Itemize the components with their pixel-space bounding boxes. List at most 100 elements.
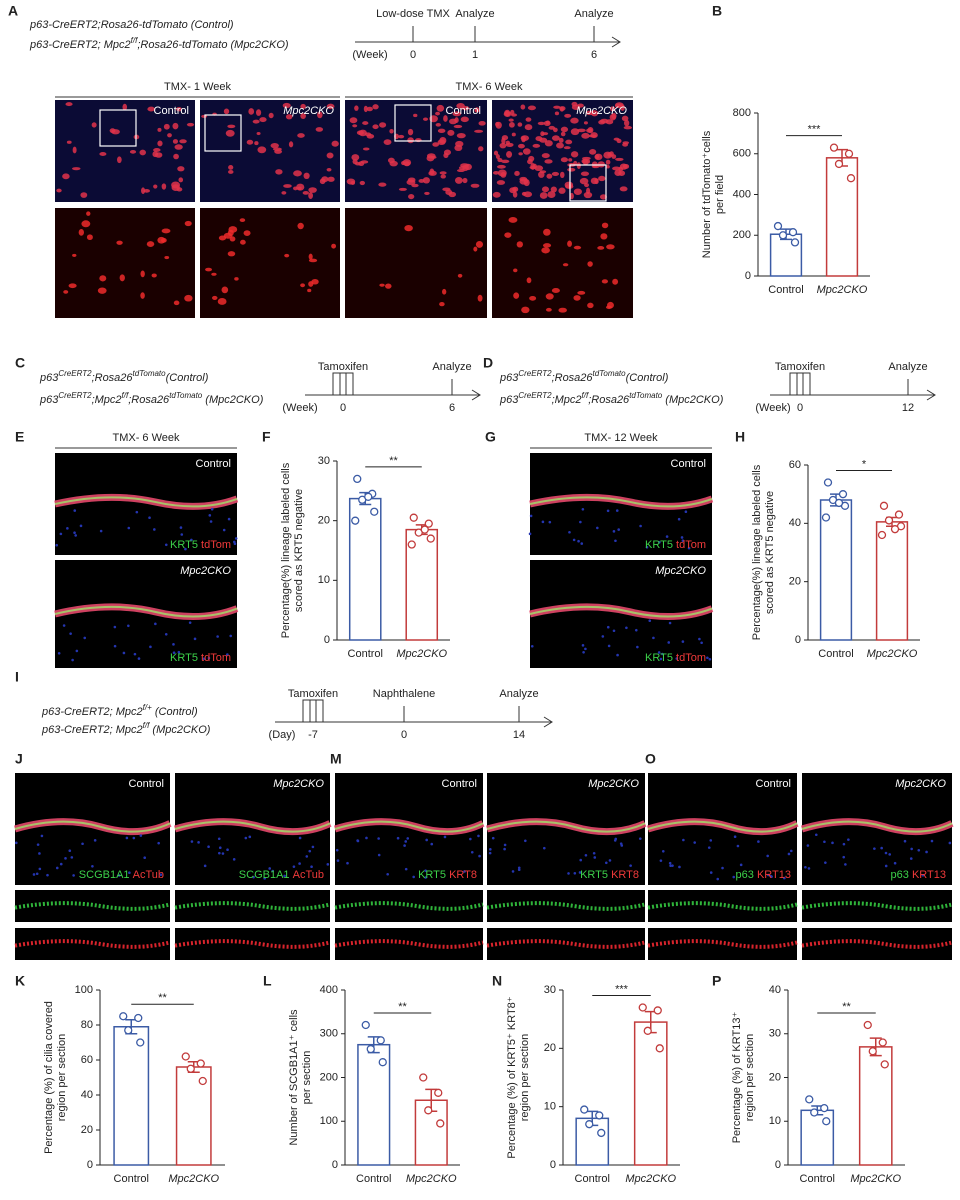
cell <box>599 118 609 124</box>
stain-name: tdTom <box>676 652 706 664</box>
nucleus <box>403 844 406 847</box>
x-tick-label: Mpc2CKO <box>168 1173 219 1185</box>
cell <box>594 178 599 185</box>
cell <box>176 106 182 112</box>
nucleus <box>823 840 826 844</box>
cell <box>457 273 463 278</box>
cell <box>218 235 227 241</box>
cell <box>161 183 167 190</box>
nucleus <box>605 861 608 865</box>
data-point <box>420 525 429 534</box>
cell <box>293 170 302 177</box>
nucleus <box>884 864 888 868</box>
significance: * <box>862 458 867 470</box>
image-label: Mpc2CKO <box>895 778 946 790</box>
y-axis-label: scored as KRT5 negative <box>764 491 776 614</box>
data-point <box>378 1058 387 1067</box>
panel-label: N <box>492 973 502 989</box>
stain-name: SCGB1A1 <box>79 869 130 881</box>
cell <box>623 119 630 127</box>
cell <box>147 106 155 112</box>
cell <box>474 109 480 113</box>
data-point <box>136 1038 145 1047</box>
cell <box>283 184 292 188</box>
nucleus <box>55 543 58 547</box>
nucleus <box>814 833 818 837</box>
cell <box>436 104 445 112</box>
cell <box>528 155 535 162</box>
nucleus <box>659 657 663 661</box>
tamoxifen-box <box>332 372 354 396</box>
cell <box>511 132 516 137</box>
cell <box>589 148 597 155</box>
nucleus <box>669 864 672 868</box>
nucleus <box>645 545 649 549</box>
nucleus <box>207 656 211 660</box>
cell <box>146 241 155 247</box>
data-point <box>790 238 800 247</box>
nucleus <box>612 629 616 633</box>
nucleus <box>721 866 724 870</box>
cell <box>161 228 171 234</box>
nucleus <box>634 628 638 632</box>
nucleus <box>244 836 248 840</box>
cell <box>513 292 520 299</box>
nucleus <box>234 537 238 540</box>
cell <box>443 115 448 122</box>
cell <box>565 139 573 145</box>
nucleus <box>202 657 206 661</box>
nucleus <box>930 839 934 843</box>
image-label: Mpc2CKO <box>273 778 324 790</box>
cell <box>586 187 591 195</box>
cell <box>478 146 484 152</box>
nucleus <box>177 650 181 654</box>
y-tick-label: 20 <box>318 515 330 527</box>
data-point <box>829 143 839 152</box>
significance: ** <box>389 455 398 467</box>
cell <box>609 151 614 157</box>
stain-name: KRT8 <box>449 869 477 881</box>
nucleus <box>579 520 582 524</box>
nucleus <box>625 626 628 630</box>
strip-signal <box>647 901 798 911</box>
nucleus <box>139 834 143 837</box>
cell <box>456 102 465 109</box>
x-tick-label: Control <box>114 1173 149 1185</box>
y-axis-label: Percentage (%) of KRT13⁺ <box>731 1012 743 1144</box>
nucleus <box>424 876 427 879</box>
data-point <box>810 1108 819 1117</box>
cell <box>62 173 70 180</box>
nucleus <box>46 873 49 877</box>
y-tick-label: 0 <box>795 634 801 646</box>
data-point <box>426 534 435 543</box>
zoom-box <box>394 104 432 142</box>
tamoxifen-box <box>302 699 324 723</box>
genotype: p63CreERT2;Mpc2f/f;Rosa26tdTomato (Mpc2C… <box>39 391 264 406</box>
nucleus <box>619 842 623 845</box>
cell <box>522 148 531 155</box>
data-point <box>838 490 848 499</box>
cell <box>605 159 611 165</box>
nucleus <box>218 851 221 855</box>
cell <box>447 129 455 136</box>
data-point <box>366 1044 375 1054</box>
cell <box>526 277 532 284</box>
nucleus <box>443 835 447 839</box>
significance: ** <box>842 1001 851 1013</box>
data-point <box>585 1120 594 1129</box>
nucleus <box>572 538 576 542</box>
stain-name: tdTom <box>201 539 231 551</box>
genotype-part: CreERT2 <box>518 391 552 400</box>
cell <box>569 192 574 200</box>
stain-name: KRT5 <box>645 652 673 664</box>
cell <box>418 179 425 183</box>
cell <box>383 139 392 145</box>
nucleus <box>478 854 481 858</box>
y-tick-label: 60 <box>789 459 801 471</box>
y-tick-label: 0 <box>332 1159 338 1171</box>
nucleus <box>667 641 671 644</box>
image-label: Mpc2CKO <box>283 105 334 117</box>
nucleus <box>298 862 301 865</box>
nucleus <box>310 865 313 868</box>
nucleus <box>208 514 212 517</box>
